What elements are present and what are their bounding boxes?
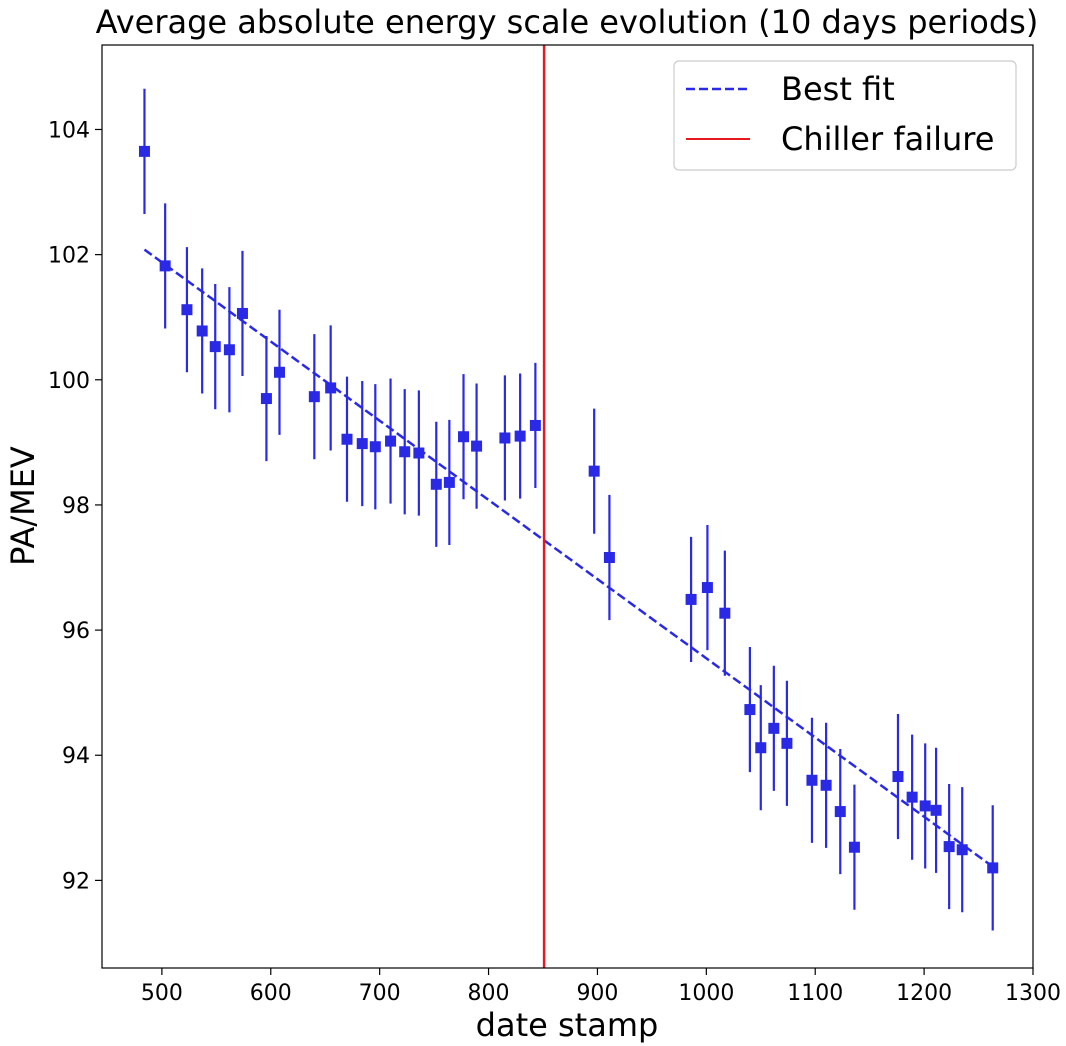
data-point [892,771,904,783]
data-point [458,431,470,443]
data-point [413,447,425,459]
data-point [820,779,832,791]
data-point [385,435,397,447]
data-point [919,800,931,812]
data-point [755,742,767,754]
data-point [159,260,171,272]
x-tick-label: 800 [468,981,510,1006]
y-tick-label: 100 [48,369,90,394]
data-point [499,432,511,444]
y-tick-label: 96 [62,619,90,644]
data-point [138,145,150,157]
x-tick-label: 1100 [787,981,843,1006]
x-tick-label: 600 [250,981,292,1006]
y-tick-label: 92 [62,869,90,894]
data-point [260,393,272,405]
data-point [471,440,483,452]
x-tick-label: 900 [576,981,618,1006]
data-point [603,551,615,563]
x-axis: 500 600 700 800 900 1000 1100 1200 1300 [141,968,1061,1006]
data-point [588,465,600,477]
data-point [943,841,955,853]
data-point [930,804,942,816]
y-axis: 92 94 96 98 100 102 104 [48,118,102,894]
data-point [685,593,697,605]
data-point [514,430,526,442]
x-tick-label: 500 [141,981,183,1006]
data-point [848,841,860,853]
data-point [308,391,320,403]
x-axis-label: date stamp [476,1006,659,1044]
data-point [325,382,337,394]
y-axis-label: PA/MEV [4,446,42,566]
best-fit-line [143,248,994,868]
data-point [399,446,411,458]
legend-best-fit-label: Best fit [781,70,895,108]
data-point [781,737,793,749]
y-tick-label: 94 [62,744,90,769]
x-tick-label: 1200 [896,981,952,1006]
data-point [196,325,208,337]
x-tick-label: 1300 [1005,981,1061,1006]
data-point [834,806,846,818]
data-point [768,722,780,734]
data-point [529,419,541,431]
data-point [341,433,353,445]
data-point [987,862,999,874]
legend: Best fit Chiller failure [673,60,1017,171]
data-point [356,438,368,450]
chart-title: Average absolute energy scale evolution … [96,3,1039,41]
data-point [443,476,455,488]
data-point [719,607,731,619]
data-point [369,441,381,453]
plot-area [138,45,999,968]
data-point [181,304,193,316]
x-tick-label: 1000 [678,981,734,1006]
plot-frame [101,44,1034,969]
data-point [236,307,248,319]
data-point [906,791,918,803]
y-tick-label: 102 [48,244,90,269]
data-point [806,774,818,786]
legend-box [673,60,1017,171]
x-tick-label: 700 [359,981,401,1006]
data-point [956,844,968,856]
data-point [744,704,756,716]
data-point [430,478,442,490]
y-tick-label: 104 [48,118,90,143]
data-point [701,582,713,594]
data-point [209,341,221,353]
legend-chiller-failure-label: Chiller failure [781,120,994,158]
y-tick-label: 98 [62,494,90,519]
data-point [273,366,285,378]
data-point [223,344,235,356]
